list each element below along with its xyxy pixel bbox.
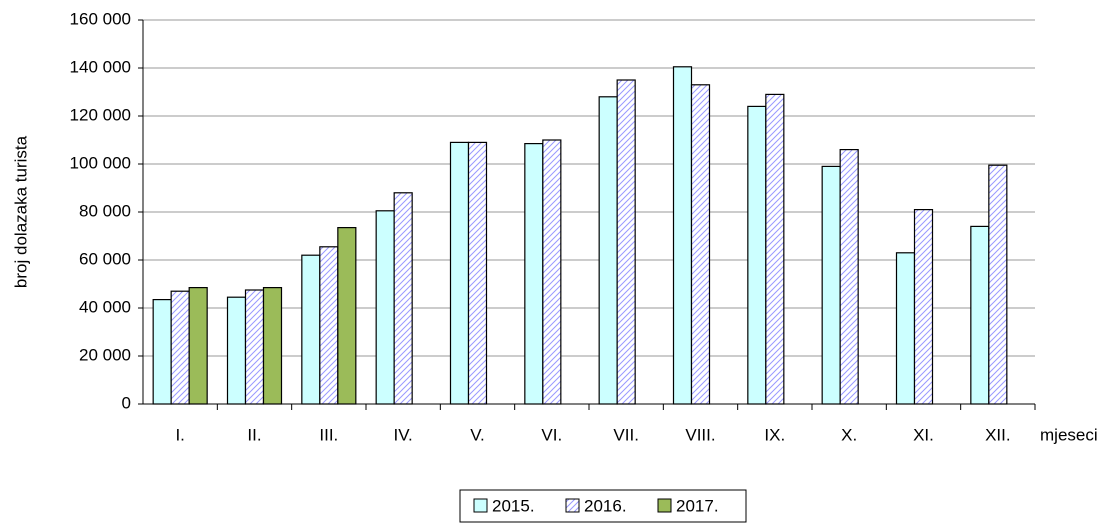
bar: [616, 79, 636, 405]
bar: [988, 164, 1008, 405]
x-tick-label: X.: [841, 425, 857, 444]
x-tick-label: V.: [470, 425, 485, 444]
legend-swatch: [473, 498, 488, 513]
bar: [542, 139, 562, 405]
y-tick-label: 60 000: [79, 249, 131, 268]
bar: [970, 225, 990, 405]
bar: [467, 141, 488, 405]
x-tick-label: VII.: [613, 425, 639, 444]
bar: [449, 141, 470, 405]
x-tick-label: II.: [247, 425, 261, 444]
y-tick-label: 40 000: [79, 297, 131, 316]
x-tick-label: VIII.: [685, 425, 715, 444]
bar: [375, 210, 395, 405]
y-axis-label: broj dolazaka turista: [11, 135, 30, 288]
y-tick-label: 0: [122, 393, 131, 412]
y-tick-label: 80 000: [79, 201, 131, 220]
bar: [913, 209, 934, 405]
bar: [821, 165, 841, 405]
bar: [337, 227, 357, 405]
y-tick-label: 100 000: [70, 153, 131, 172]
bar: [839, 149, 859, 405]
bar: [188, 287, 208, 405]
bar: [393, 192, 413, 405]
x-tick-label: III.: [319, 425, 338, 444]
bar: [170, 290, 190, 405]
bar: [747, 105, 767, 405]
legend-label: 2016.: [584, 496, 627, 515]
legend-swatch: [657, 498, 672, 513]
x-tick-label: VI.: [541, 425, 562, 444]
x-tick-label: XI.: [913, 425, 934, 444]
legend-box: [459, 489, 747, 523]
legend-label: 2017.: [676, 496, 719, 515]
x-tick-label: I.: [175, 425, 184, 444]
bar: [690, 84, 711, 405]
x-tick-label: IV.: [394, 425, 413, 444]
bar: [319, 246, 339, 405]
bar: [244, 289, 265, 405]
bar: [765, 93, 785, 405]
y-tick-label: 20 000: [79, 345, 131, 364]
legend-swatch: [565, 498, 580, 513]
y-tick-label: 160 000: [70, 9, 131, 28]
bar: [598, 96, 618, 405]
legend-label: 2015.: [492, 496, 535, 515]
y-tick-label: 120 000: [70, 105, 131, 124]
x-axis-label: mjeseci: [1040, 425, 1098, 444]
bar: [226, 296, 247, 405]
bar: [301, 254, 321, 405]
bar: [262, 287, 283, 405]
y-tick-label: 140 000: [70, 57, 131, 76]
bar: [895, 252, 916, 405]
bar: [524, 143, 544, 405]
bar: [672, 66, 693, 405]
bar: [152, 299, 172, 405]
x-tick-label: IX.: [764, 425, 785, 444]
x-tick-label: XII.: [985, 425, 1011, 444]
